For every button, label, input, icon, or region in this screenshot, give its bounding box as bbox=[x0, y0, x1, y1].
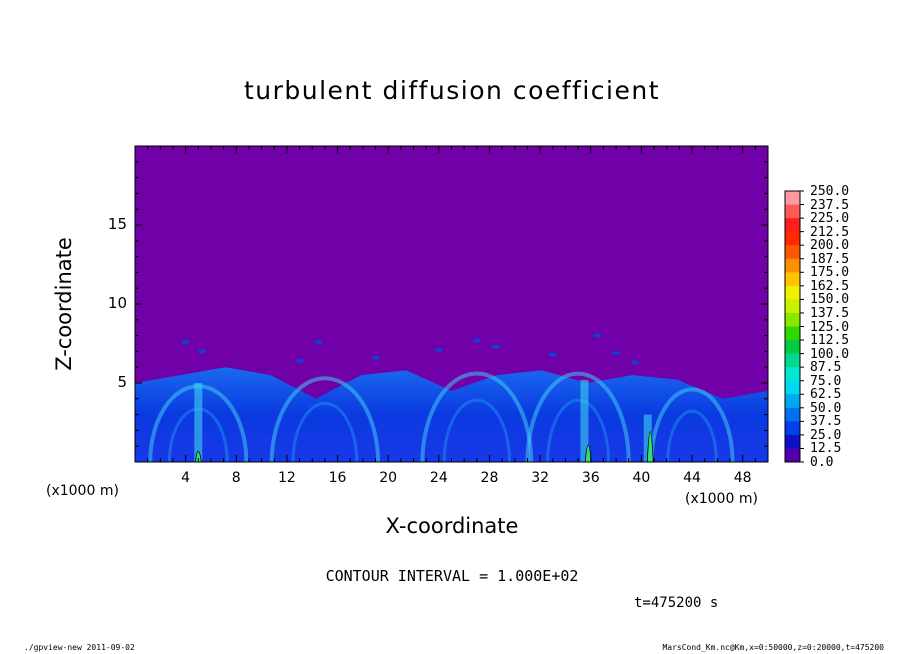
colorbar-swatch bbox=[785, 245, 800, 260]
high-value-patch-2 bbox=[646, 431, 654, 463]
colorbar-level-label: 112.5 bbox=[810, 333, 850, 349]
y-axis-label: Z-coordinate bbox=[52, 237, 76, 371]
x-tick-label: 40 bbox=[632, 470, 651, 486]
convective-inner-2 bbox=[442, 398, 511, 463]
x-tick-label: 28 bbox=[480, 470, 499, 486]
colorbar-level-label: 187.5 bbox=[810, 251, 850, 267]
y-tick-label: 10 bbox=[107, 294, 127, 312]
x-tick-label: 24 bbox=[429, 470, 448, 486]
puff-0 bbox=[181, 339, 190, 344]
footer-left: ./gpview-new 2011-09-02 bbox=[24, 643, 135, 652]
x-tick-label: 12 bbox=[277, 470, 296, 486]
colorbar-swatch bbox=[785, 326, 800, 341]
colorbar-swatch bbox=[785, 258, 800, 273]
puff-9 bbox=[593, 333, 602, 338]
footer-right: MarsCond_Km.nc@Km,x=0:50000,z=0:20000,t=… bbox=[662, 643, 884, 652]
colorbar-swatch bbox=[785, 272, 800, 287]
convective-cell-3 bbox=[525, 371, 631, 463]
x-tick-label: 36 bbox=[581, 470, 600, 486]
chart-title: turbulent diffusion coefficient bbox=[243, 76, 661, 105]
colorbar-level-label: 125.0 bbox=[810, 319, 850, 335]
colorbar-level-label: 100.0 bbox=[810, 346, 850, 362]
colorbar-swatch bbox=[785, 312, 800, 327]
x-tick-label: 20 bbox=[379, 470, 398, 486]
puff-1 bbox=[198, 349, 207, 354]
puff-10 bbox=[612, 350, 621, 355]
colorbar-swatch bbox=[785, 448, 800, 463]
convective-inner-1 bbox=[291, 402, 359, 463]
puff-3 bbox=[314, 339, 323, 344]
colorbar-swatch bbox=[785, 380, 800, 395]
updraft-plume-2 bbox=[643, 414, 652, 462]
puff-2 bbox=[295, 358, 304, 363]
colorbar-level-label: 137.5 bbox=[810, 305, 850, 321]
colorbar bbox=[784, 190, 804, 463]
convective-cell-1 bbox=[269, 376, 381, 463]
colorbar-level-label: 37.5 bbox=[810, 414, 842, 430]
x-tick-label: 48 bbox=[733, 470, 752, 486]
colorbar-level-label: 87.5 bbox=[810, 360, 842, 376]
x-tick-label: 4 bbox=[181, 470, 191, 486]
x-tick-label: 8 bbox=[231, 470, 241, 486]
colorbar-level-label: 150.0 bbox=[810, 292, 850, 308]
colorbar-level-label: 212.5 bbox=[810, 224, 850, 240]
y-tick-label: 15 bbox=[107, 215, 127, 233]
x-tick-label: 16 bbox=[328, 470, 347, 486]
puff-8 bbox=[548, 352, 557, 357]
convective-cell-2 bbox=[420, 371, 534, 463]
colorbar-swatch bbox=[785, 353, 800, 368]
puff-6 bbox=[472, 338, 481, 343]
updraft-plume-1 bbox=[580, 379, 589, 462]
colorbar-level-label: 200.0 bbox=[810, 238, 850, 254]
colorbar-level-label: 12.5 bbox=[810, 441, 842, 457]
colorbar-level-label: 62.5 bbox=[810, 387, 842, 403]
plot-area bbox=[134, 145, 769, 463]
colorbar-level-label: 225.0 bbox=[810, 211, 850, 227]
colorbar-level-label: 175.0 bbox=[810, 265, 850, 281]
puff-5 bbox=[434, 347, 443, 352]
colorbar-level-label: 75.0 bbox=[810, 373, 842, 389]
colorbar-level-label: 162.5 bbox=[810, 278, 850, 294]
colorbar-swatch bbox=[785, 191, 800, 205]
x-unit-left: (x1000 m) bbox=[46, 483, 119, 499]
x-tick-label: 44 bbox=[683, 470, 701, 486]
convective-cell-4 bbox=[649, 387, 735, 463]
colorbar-swatch bbox=[785, 394, 800, 409]
colorbar-swatch bbox=[785, 285, 800, 300]
colorbar-swatch bbox=[785, 204, 800, 219]
time-label: t=475200 s bbox=[634, 595, 719, 611]
contour-interval: CONTOUR INTERVAL = 1.000E+02 bbox=[325, 567, 579, 585]
x-tick-label: 32 bbox=[531, 470, 550, 486]
updraft-plume-0 bbox=[194, 383, 203, 462]
colorbar-level-label: 50.0 bbox=[810, 400, 842, 416]
colorbar-swatch bbox=[785, 218, 800, 232]
colorbar-swatch bbox=[785, 231, 800, 246]
colorbar-level-label: 0.0 bbox=[810, 455, 834, 470]
puff-7 bbox=[491, 344, 500, 349]
colorbar-level-label: 250.0 bbox=[810, 184, 850, 199]
x-unit-right: (x1000 m) bbox=[685, 491, 758, 507]
colorbar-swatch bbox=[785, 367, 800, 381]
colorbar-level-label: 237.5 bbox=[810, 197, 850, 213]
colorbar-level-label: 25.0 bbox=[810, 427, 842, 443]
colorbar-swatch bbox=[785, 299, 800, 314]
colorbar-swatch bbox=[785, 340, 800, 354]
puff-11 bbox=[631, 360, 640, 365]
colorbar-swatch bbox=[785, 407, 800, 422]
puff-4 bbox=[371, 355, 380, 360]
convective-inner-4 bbox=[666, 409, 718, 463]
colorbar-swatch bbox=[785, 421, 800, 436]
colorbar-swatch bbox=[785, 434, 800, 449]
convective-inner-3 bbox=[546, 398, 610, 463]
y-tick-label: 5 bbox=[117, 373, 127, 391]
x-axis-label: X-coordinate bbox=[385, 514, 519, 538]
